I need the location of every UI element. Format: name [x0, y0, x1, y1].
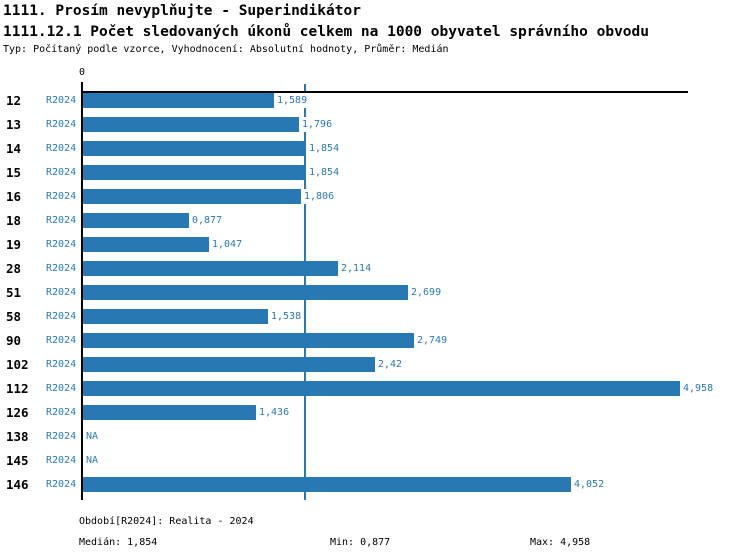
chart-row: 90 R2024 2,749 [0, 333, 750, 348]
chart-subtitle: Typ: Počítaný podle vzorce, Vyhodnocení:… [3, 44, 449, 55]
x-axis-zero-tick-label: 0 [78, 67, 86, 78]
bar-value-label: 2,42 [376, 357, 405, 372]
row-period-label: R2024 [46, 95, 77, 106]
value-bar [83, 189, 301, 204]
bar-value-label: 1,796 [300, 117, 335, 132]
row-category-label: 146 [6, 477, 29, 492]
value-bar [83, 141, 306, 156]
chart-row: 126 R2024 1,436 [0, 405, 750, 420]
row-period-label: R2024 [46, 407, 77, 418]
value-bar [83, 213, 189, 228]
chart-row: 102 R2024 2,42 [0, 357, 750, 372]
x-axis-line [81, 91, 688, 93]
row-period-label: R2024 [46, 335, 77, 346]
row-category-label: 126 [6, 405, 29, 420]
bar-value-label: 2,114 [339, 261, 374, 276]
chart-row: 12 R2024 1,589 [0, 93, 750, 108]
bar-value-label: 4,052 [572, 477, 607, 492]
row-category-label: 16 [6, 189, 22, 204]
row-period-label: R2024 [46, 383, 77, 394]
bar-value-label: 2,699 [409, 285, 444, 300]
value-bar [83, 405, 256, 420]
row-period-label: R2024 [46, 359, 77, 370]
row-period-label: R2024 [46, 479, 77, 490]
row-category-label: 13 [6, 117, 22, 132]
chart-title-line1: 1111. Prosím nevyplňujte - Superindikáto… [3, 3, 361, 19]
row-category-label: 19 [6, 237, 22, 252]
row-period-label: R2024 [46, 119, 77, 130]
chart-row: 13 R2024 1,796 [0, 117, 750, 132]
chart-row: 138 R2024 NA [0, 429, 750, 444]
row-category-label: 138 [6, 429, 29, 444]
row-category-label: 28 [6, 261, 22, 276]
value-bar [83, 285, 408, 300]
chart-row: 51 R2024 2,699 [0, 285, 750, 300]
row-category-label: 145 [6, 453, 29, 468]
footer-min-label: Min: 0,877 [330, 537, 391, 548]
row-period-label: R2024 [46, 143, 77, 154]
row-period-label: R2024 [46, 191, 77, 202]
chart-row: 16 R2024 1,806 [0, 189, 750, 204]
value-bar [83, 165, 306, 180]
bar-value-label: 1,436 [257, 405, 292, 420]
row-period-label: R2024 [46, 287, 77, 298]
bar-value-label: 1,538 [269, 309, 304, 324]
bar-value-label: 0,877 [190, 213, 225, 228]
bar-value-label: 1,854 [307, 165, 342, 180]
footer-period-label: Období[R2024]: Realita - 2024 [79, 516, 254, 527]
chart-row: 112 R2024 4,958 [0, 381, 750, 396]
row-period-label: R2024 [46, 239, 77, 250]
row-category-label: 112 [6, 381, 29, 396]
row-category-label: 102 [6, 357, 29, 372]
chart-row: 18 R2024 0,877 [0, 213, 750, 228]
row-category-label: 18 [6, 213, 22, 228]
bar-value-label: 1,047 [210, 237, 245, 252]
row-period-label: R2024 [46, 215, 77, 226]
na-label: NA [86, 455, 99, 466]
value-bar [83, 117, 299, 132]
y-axis-line [81, 82, 83, 500]
row-category-label: 12 [6, 93, 22, 108]
chart-row: 145 R2024 NA [0, 453, 750, 468]
value-bar [83, 357, 375, 372]
row-period-label: R2024 [46, 167, 77, 178]
bar-rows-container: 12 R2024 1,589 13 R2024 1,796 14 R2024 1,854 15 R2… [0, 93, 750, 503]
footer-max-label: Max: 4,958 [530, 537, 591, 548]
row-category-label: 58 [6, 309, 22, 324]
bar-value-label: 1,806 [302, 189, 337, 204]
chart-title-line2: 1111.12.1 Počet sledovaných úkonů celkem… [3, 24, 650, 40]
row-category-label: 90 [6, 333, 22, 348]
bar-value-label: 4,958 [681, 381, 716, 396]
row-period-label: R2024 [46, 455, 77, 466]
row-period-label: R2024 [46, 431, 77, 442]
bar-value-label: 1,589 [275, 93, 310, 108]
row-period-label: R2024 [46, 263, 77, 274]
value-bar [83, 237, 209, 252]
row-period-label: R2024 [46, 311, 77, 322]
value-bar [83, 93, 274, 108]
value-bar [83, 261, 338, 276]
bar-value-label: 2,749 [415, 333, 450, 348]
row-category-label: 51 [6, 285, 22, 300]
row-category-label: 14 [6, 141, 22, 156]
chart-row: 58 R2024 1,538 [0, 309, 750, 324]
chart-row: 28 R2024 2,114 [0, 261, 750, 276]
chart-row: 19 R2024 1,047 [0, 237, 750, 252]
footer-median-label: Medián: 1,854 [79, 537, 158, 548]
row-category-label: 15 [6, 165, 22, 180]
value-bar [83, 477, 571, 492]
value-bar [83, 381, 680, 396]
chart-row: 15 R2024 1,854 [0, 165, 750, 180]
chart-row: 14 R2024 1,854 [0, 141, 750, 156]
bar-value-label: 1,854 [307, 141, 342, 156]
na-label: NA [86, 431, 99, 442]
value-bar [83, 309, 268, 324]
value-bar [83, 333, 414, 348]
chart-row: 146 R2024 4,052 [0, 477, 750, 492]
